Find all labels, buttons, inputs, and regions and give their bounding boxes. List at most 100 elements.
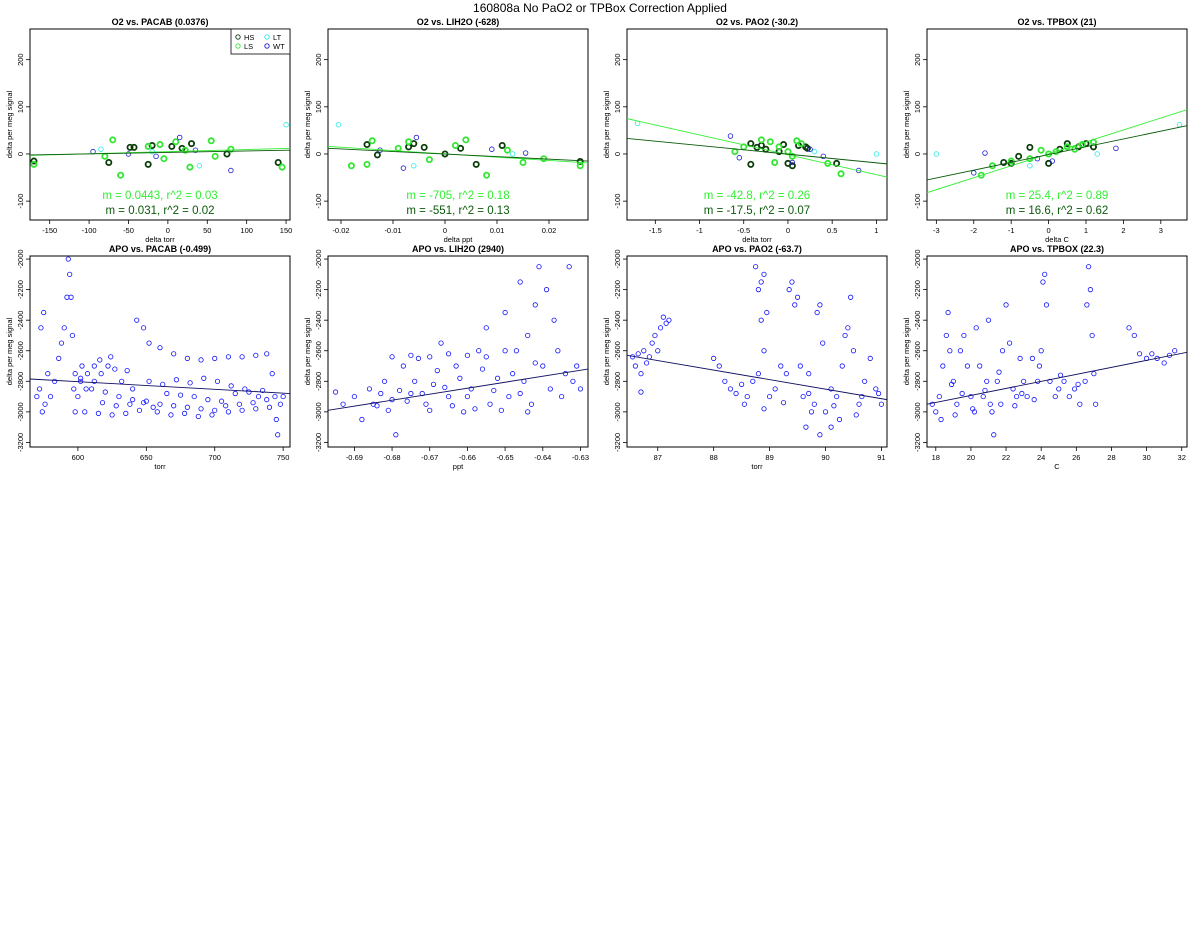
data-point [498,141,506,149]
chart-panels: O2 vs. PACAB (0.0376)-150 -100 -50 0 50 100 15… [5,17,1188,471]
data-point [502,348,508,354]
data-point [112,366,118,372]
data-point [250,400,256,406]
data-point [196,163,203,169]
data-point [99,400,106,406]
plot-frame [327,255,589,448]
x-tick-label: 28 [1107,453,1115,462]
y-tick-label: 200 [314,53,323,66]
data-point [513,348,520,354]
data-point [522,150,529,156]
data-point [641,348,647,354]
data-point [519,158,527,166]
data-point [420,143,428,151]
data-point [146,340,152,346]
data-point [335,122,342,128]
x-tick-label: -3 [933,226,940,235]
chart-title: O2 vs. LIH2O (-628) [417,17,500,27]
data-point [363,141,371,149]
data-point [278,163,286,171]
data-point [1012,403,1018,409]
data-point [1136,351,1143,357]
x-tick-label: -0.68 [384,453,401,462]
plot-area [30,122,290,179]
data-point [253,406,259,412]
data-point [873,151,880,157]
data-point [30,157,38,165]
data-point [483,171,491,179]
data-point [205,397,211,403]
data-point [489,146,495,152]
data-point [472,160,480,168]
data-point [1093,401,1099,407]
data-point [150,404,156,410]
data-point [209,412,215,418]
y-tick-label: -2200 [613,280,622,299]
data-point [425,156,433,164]
legend-box [230,28,291,55]
plot-frame [926,255,1188,448]
legend-label: HS [244,33,254,42]
data-point [108,354,114,360]
y-tick-label: -2600 [16,341,25,360]
data-point [168,142,176,150]
data-point [188,140,196,148]
fit-line [30,378,290,394]
data-point [820,340,826,346]
x-tick-label: 750 [277,453,290,462]
x-tick-label: -0.64 [534,453,551,462]
data-point [154,409,160,415]
data-point [214,378,221,384]
data-point [144,160,152,168]
data-point [126,143,134,151]
x-tick-label: 0 [786,226,790,235]
fit-line [627,354,887,401]
data-point [755,287,761,293]
data-point [1172,348,1178,354]
data-point [985,317,992,323]
data-point [280,393,286,400]
data-point [157,401,163,407]
data-point [39,409,45,415]
data-point [430,381,437,387]
chart-panel: APO vs. TPBOX (22.3) 18 20 22 24 26 28 30 32 -320… [902,244,1188,471]
legend-label: LS [244,42,253,51]
data-point [574,363,580,369]
data-point [41,309,47,316]
x-axis-label: delta C [1045,235,1069,244]
y-tick-label: -3200 [613,433,622,452]
data-point [116,393,122,400]
y-tick-label: -2400 [613,311,622,330]
legend-marker [235,43,241,49]
data-point [396,387,403,394]
x-tick-label: -0.5 [737,226,750,235]
data-point [834,393,840,400]
data-point [363,160,371,168]
y-axis-label: delta per meg signal [602,317,611,385]
data-point [1091,371,1097,377]
data-point [973,325,979,331]
data-point [415,355,422,361]
y-tick-label: -2200 [314,280,323,299]
data-point [1031,397,1037,403]
x-tick-label: 1 [874,226,878,235]
data-point [45,371,51,377]
data-point [1052,393,1058,400]
data-point [427,407,433,413]
data-point [157,345,163,351]
y-tick-label: -2400 [913,311,922,330]
data-point [332,389,339,395]
data-point [758,317,764,323]
plot-frame [926,28,1188,221]
data-point [52,378,58,384]
x-tick-label: 0 [166,226,170,235]
data-point [182,410,188,416]
plot-area [328,264,588,438]
data-point [716,363,722,369]
data-point [536,264,542,270]
x-tick-label: 89 [765,453,773,462]
data-point [225,354,232,360]
data-point [56,355,62,361]
